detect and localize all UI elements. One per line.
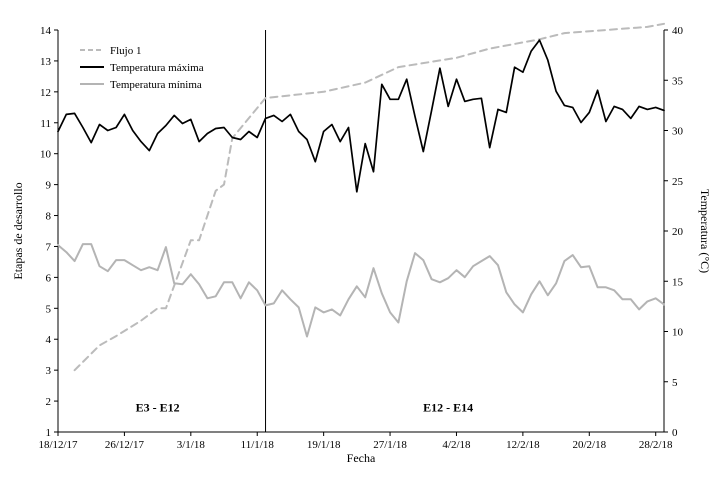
x-tick-label: 12/2/18 xyxy=(506,439,540,451)
x-tick-label: 26/12/17 xyxy=(105,439,145,451)
x-tick-label: 3/1/18 xyxy=(177,439,206,451)
y-left-tick-label: 13 xyxy=(40,56,52,68)
y-right-tick-label: 15 xyxy=(672,276,684,288)
y-left-tick-label: 7 xyxy=(46,241,52,253)
legend-label: Temperatura máxima xyxy=(110,62,204,74)
x-tick-label: 20/2/18 xyxy=(572,439,606,451)
y-left-tick-label: 11 xyxy=(40,118,51,130)
y-right-tick-label: 10 xyxy=(672,327,684,339)
series-line-1 xyxy=(57,39,665,193)
phase-labels: E3 - E12 E12 - E14 xyxy=(136,400,474,414)
x-tick-label: 28/2/18 xyxy=(639,439,673,451)
y-left-tick-label: 8 xyxy=(46,211,52,223)
y-right-tick-label: 20 xyxy=(672,226,684,238)
y-left-tick-label: 1 xyxy=(46,427,52,439)
y-right-tick-label: 5 xyxy=(672,377,678,389)
y-left-tick-label: 4 xyxy=(46,334,52,346)
phase-label: E3 - E12 xyxy=(136,400,180,414)
y-left-tick-label: 2 xyxy=(46,396,52,408)
x-tick-label: 18/12/17 xyxy=(38,439,78,451)
series-line-0 xyxy=(73,22,665,372)
series-line-2 xyxy=(57,243,665,338)
y-left-tick-label: 6 xyxy=(46,272,52,284)
y-right-tick-label: 25 xyxy=(672,176,684,188)
y-left-tick-label: 12 xyxy=(40,87,51,99)
y-right-tick-label: 35 xyxy=(672,75,684,87)
x-tick-label: 4/2/18 xyxy=(442,439,471,451)
y-right-tick-label: 40 xyxy=(672,25,684,37)
x-tick-label: 11/1/18 xyxy=(241,439,275,451)
axes: 1234567891011121314051015202530354018/12… xyxy=(11,25,712,465)
y-left-tick-label: 3 xyxy=(46,365,52,377)
x-axis-title: Fecha xyxy=(347,451,376,465)
y-left-tick-label: 9 xyxy=(46,180,52,192)
y-axis-left-title: Etapas de desarrollo xyxy=(11,182,25,279)
x-tick-label: 19/1/18 xyxy=(307,439,341,451)
x-tick-label: 27/1/18 xyxy=(373,439,407,451)
y-left-tick-label: 5 xyxy=(46,303,52,315)
y-axis-right-title: Temperatura (°C) xyxy=(698,189,712,273)
y-right-tick-label: 0 xyxy=(672,427,678,439)
series-group xyxy=(57,22,665,372)
legend-label: Flujo 1 xyxy=(110,45,141,57)
y-left-tick-label: 14 xyxy=(40,25,52,37)
phase-label: E12 - E14 xyxy=(423,400,473,414)
y-right-tick-label: 30 xyxy=(672,126,684,138)
y-left-tick-label: 10 xyxy=(40,149,52,161)
legend-label: Temperatura mínima xyxy=(110,79,202,91)
legend: Flujo 1 Temperatura máxima Temperatura mín… xyxy=(80,45,204,91)
